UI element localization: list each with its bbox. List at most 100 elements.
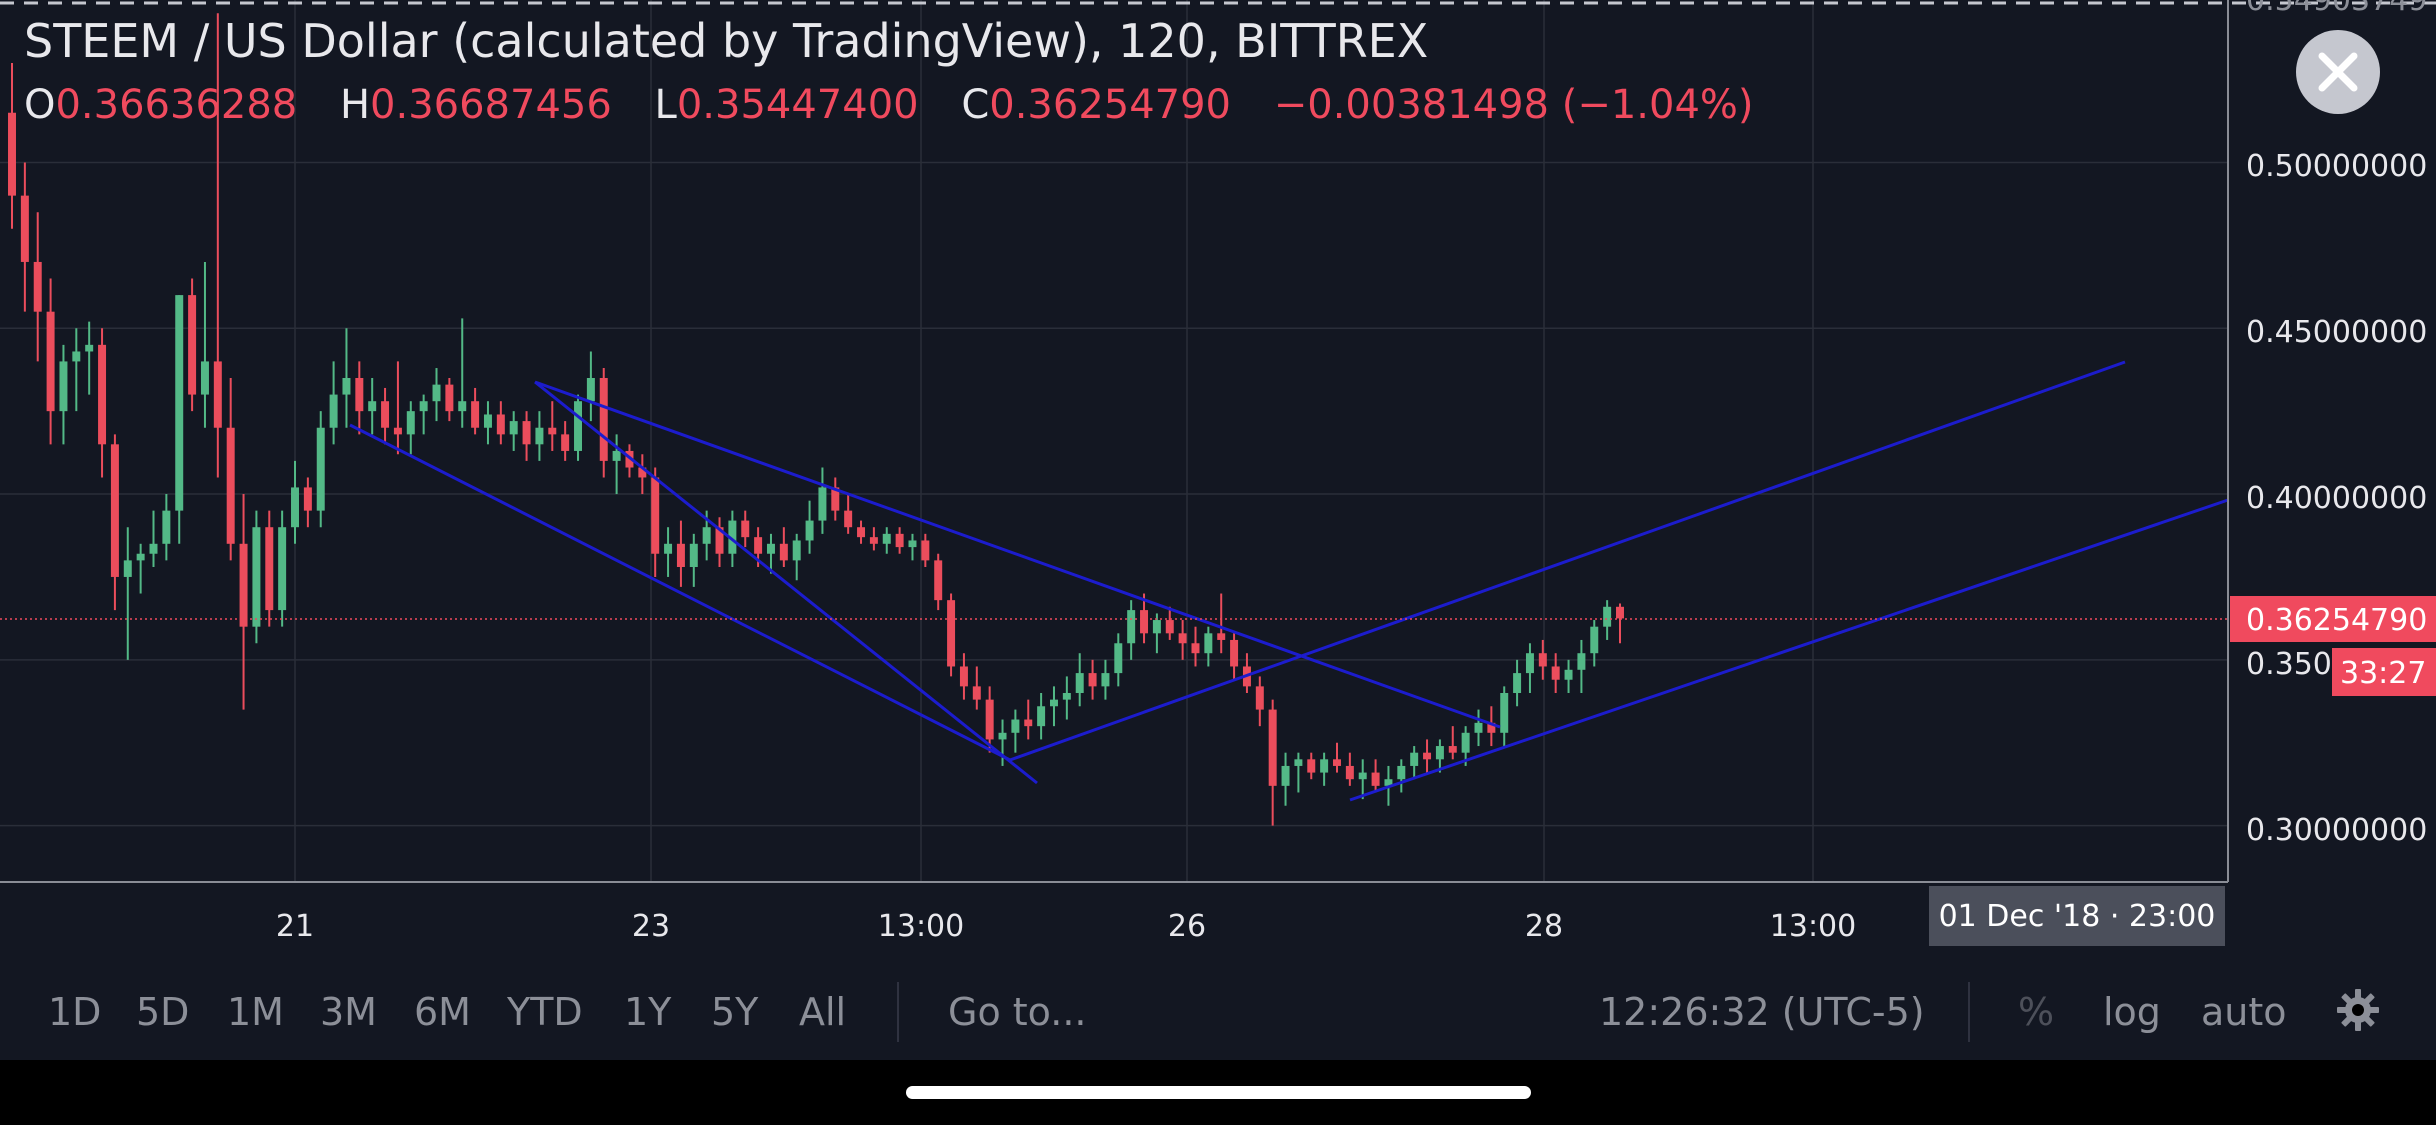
candle [368,378,377,435]
candle-body [419,401,428,412]
price-tick-label: 0.30000000 [2246,813,2427,848]
candle-body [98,344,107,445]
candle-body [947,600,956,667]
candle-body [844,510,853,528]
candle-body [702,527,711,544]
candle-body [1345,765,1354,780]
time-tick-label: 13:00 [1770,909,1856,944]
time-tick-label: 28 [1525,909,1563,944]
candle-body [921,540,930,561]
close-button[interactable] [2296,30,2380,114]
candle [934,553,943,611]
candle [689,533,698,587]
candle-body [393,427,402,435]
candle-body [1101,673,1110,687]
range-button-1y[interactable]: 1Y [624,990,672,1034]
candle [1564,659,1573,693]
candle [291,460,299,544]
log-toggle[interactable]: log [2103,990,2161,1034]
price-chart[interactable]: 0.54903749 0.50000000 0.45000000 0.40000… [0,0,2436,1060]
candle [329,361,338,445]
range-button-1m[interactable]: 1M [227,990,284,1034]
candle [1255,676,1264,727]
candle [1088,659,1097,700]
candle-body [342,378,351,395]
candle-body [1230,639,1239,667]
candle-body [651,477,660,554]
candle-body [831,487,840,511]
gear-icon[interactable] [2336,988,2380,1032]
candle-body [1435,746,1444,760]
candle-body [805,520,814,541]
candle [188,278,197,412]
candle [72,328,81,412]
range-button-3m[interactable]: 3M [320,990,377,1034]
candle [1603,600,1612,640]
range-button-5y[interactable]: 5Y [711,990,759,1034]
crosshair-time-tag [1929,886,2225,946]
candle [1075,653,1084,707]
goto-button[interactable]: Go to... [948,990,1087,1034]
candle-body [239,543,248,627]
candle [638,454,647,495]
percent-toggle[interactable]: % [2018,990,2055,1034]
candle [1513,659,1522,707]
candle-body [1487,722,1496,733]
range-button-ytd[interactable]: YTD [507,990,583,1034]
candle [342,328,351,428]
range-button-1d[interactable]: 1D [48,990,102,1034]
candle [535,411,544,461]
ohlc-legend: O0.36636288 H0.36687456 L0.35447400 C0.3… [24,82,1784,128]
candle [972,666,981,710]
candle [1152,613,1161,654]
close-value: 0.36254790 [989,82,1232,128]
candle-body [985,699,994,740]
range-button-6m[interactable]: 6M [414,990,471,1034]
candle [844,494,853,534]
auto-toggle[interactable]: auto [2201,990,2287,1034]
candle [303,477,312,528]
candle [98,328,107,478]
candle-body [779,543,788,561]
range-button-5d[interactable]: 5D [136,990,190,1034]
candle [1500,686,1509,747]
candle-body [1037,706,1046,727]
chart-title: STEEM / US Dollar (calculated by Trading… [24,14,1429,68]
candle [123,527,132,660]
bottom-toolbar: 1D 5D 1M 3M 6M YTD 1Y 5Y All Go to... 12… [0,960,2436,1060]
clock-label[interactable]: 12:26:32 (UTC-5) [1599,990,1925,1034]
candle-body [85,344,94,352]
candle-body [381,401,390,428]
candle [1435,739,1444,773]
candle [393,361,402,455]
candle-body [46,311,55,412]
change-value: −0.00381498 (−1.04%) [1273,82,1754,128]
candle [1307,752,1316,780]
candle-body [110,444,119,577]
candle [792,533,801,581]
candle [1165,606,1174,640]
candle-body [728,520,737,554]
candle [406,401,415,455]
candle-body [676,543,685,567]
candle-body [1384,779,1393,786]
candle [947,593,956,677]
candle [1551,653,1560,693]
close-key: C [961,82,990,128]
candle-body [265,527,274,611]
candle [882,527,891,554]
candle [805,500,814,554]
candle [1358,759,1367,800]
candle-body [432,384,441,402]
candle [1230,633,1239,680]
range-button-all[interactable]: All [799,990,847,1034]
candle-body [1461,732,1470,753]
candle [149,510,158,567]
candle-body [959,666,968,687]
candle [496,401,505,445]
candle-body [123,560,132,577]
time-tick-label: 23 [632,909,670,944]
candle-body [1114,643,1123,674]
home-indicator[interactable] [906,1086,1531,1099]
